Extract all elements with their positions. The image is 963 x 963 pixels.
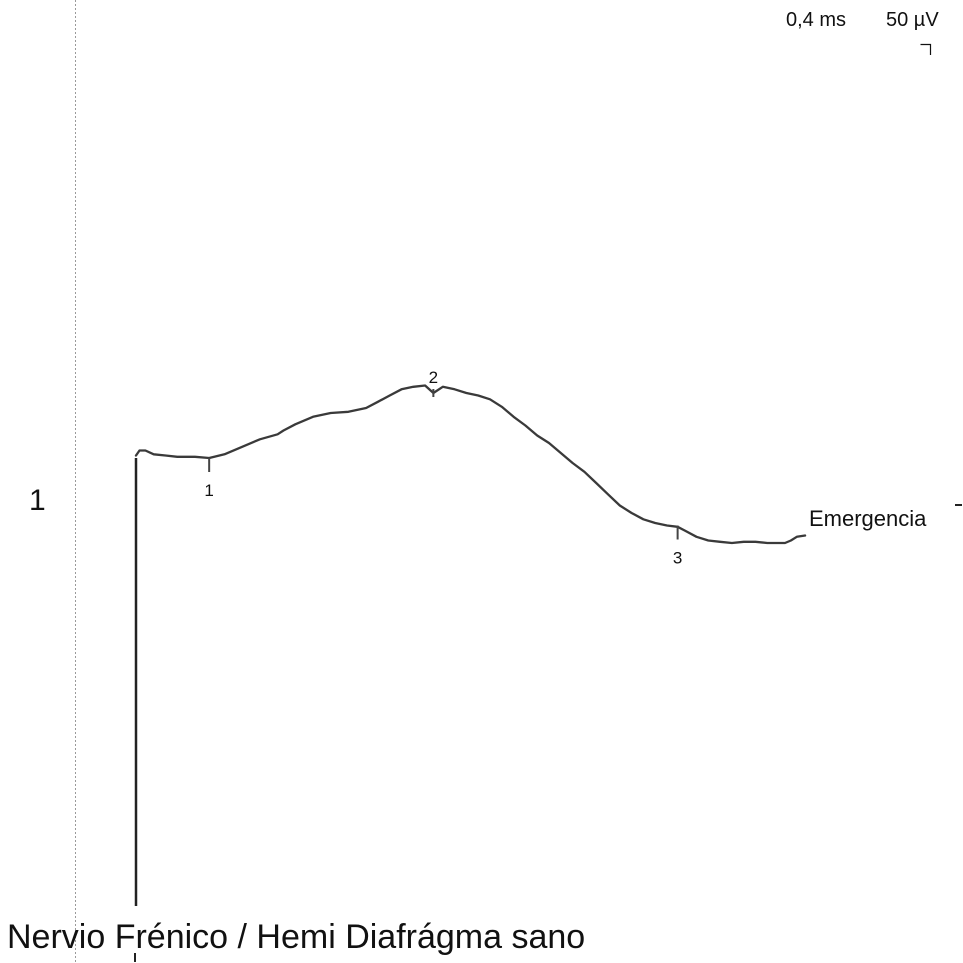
time-scale-label: 0,4 ms — [786, 9, 846, 31]
waveform-trace — [134, 384, 807, 545]
marker-2-label: 2 — [429, 368, 438, 387]
chart-title: Nervio Frénico / Hemi Diafrágma sano — [7, 918, 585, 956]
amplitude-scale-label: 50 µV — [886, 9, 939, 31]
scale-corner-icon — [920, 43, 932, 55]
marker-1-label: 1 — [204, 481, 213, 500]
marker-3: 3 — [673, 525, 682, 568]
marker-2: 2 — [429, 368, 438, 397]
trace-number: 1 — [29, 484, 46, 517]
marker-1: 1 — [204, 458, 214, 500]
trace-label: Emergencia — [809, 506, 927, 531]
marker-3-label: 3 — [673, 549, 682, 568]
